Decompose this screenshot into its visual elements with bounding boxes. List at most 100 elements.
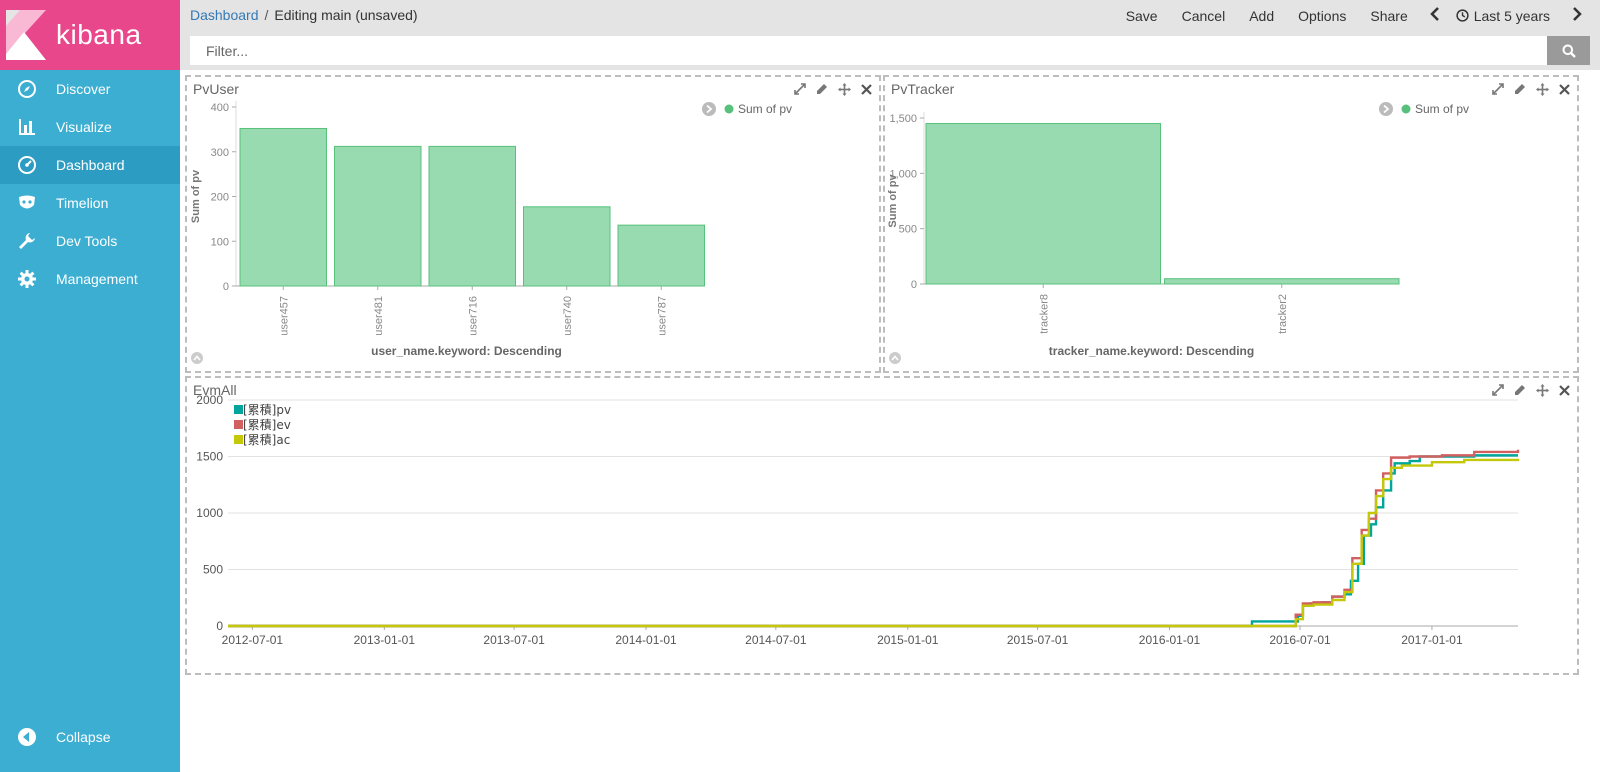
x-axis-title: user_name.keyword: Descending [371, 344, 562, 358]
time-forward-chevron-icon[interactable] [1572, 7, 1582, 24]
search-icon [1562, 44, 1576, 58]
y-tick-label: 0 [911, 279, 917, 291]
legend-label: Sum of pv [1415, 102, 1469, 116]
legend-collapse-icon[interactable] [889, 352, 901, 364]
time-picker-button[interactable]: Last 5 years [1456, 8, 1550, 24]
kibana-logo[interactable]: kibana [0, 0, 180, 70]
move-icon[interactable] [1531, 81, 1553, 97]
sidebar-item-discover[interactable]: Discover [0, 70, 180, 108]
edit-pencil-icon[interactable] [1509, 81, 1531, 97]
y-tick-label: 1500 [196, 450, 223, 464]
y-tick-label: 1,000 [889, 168, 917, 180]
legend-toggle-icon[interactable] [1379, 102, 1393, 116]
y-tick-label: 500 [203, 563, 223, 577]
legend-collapse-icon[interactable] [191, 352, 203, 364]
time-back-chevron-icon[interactable] [1429, 7, 1440, 24]
save-button[interactable]: Save [1125, 7, 1158, 24]
chevron-right-icon [706, 104, 713, 114]
options-button[interactable]: Options [1298, 7, 1347, 24]
cancel-button[interactable]: Cancel [1181, 7, 1226, 24]
series-line-2 [228, 449, 1520, 628]
search-button[interactable] [1547, 36, 1590, 65]
y-tick-label: 0 [216, 619, 223, 633]
bar [1164, 278, 1400, 285]
kibana-wordmark: kibana [56, 19, 142, 50]
x-tick-label: user481 [373, 296, 385, 336]
legend-swatch [234, 435, 243, 444]
x-tick-label: 2016-07-01 [1269, 633, 1331, 647]
panel-pvuser: 0 100 200 300 400 user457 user481 user716 user74… [185, 75, 881, 373]
sidebar-item-label: Dev Tools [56, 233, 118, 249]
bar [925, 123, 1161, 285]
y-tick-label: 300 [211, 147, 229, 159]
sidebar-item-management[interactable]: Management [0, 260, 180, 298]
pvuser-bar-chart: 0 100 200 300 400 user457 user481 user716 user74… [190, 101, 792, 364]
x-tick-label: 2012-07-01 [222, 633, 284, 647]
y-tick-label: 100 [211, 236, 229, 248]
collapse-label: Collapse [56, 729, 111, 745]
sidebar-item-label: Management [56, 271, 138, 287]
timelion-mask-icon [17, 193, 37, 213]
collapse-button[interactable]: Collapse [0, 718, 180, 756]
x-axis-title: tracker_name.keyword: Descending [1049, 344, 1254, 358]
bar-chart-icon [17, 117, 37, 137]
y-tick-label: 500 [899, 224, 917, 236]
x-tick-label: user740 [562, 296, 574, 336]
sidebar-item-label: Timelion [56, 195, 109, 211]
series-line-1 [228, 454, 1518, 628]
x-tick-label: tracker2 [1277, 294, 1289, 334]
legend-toggle-icon[interactable] [702, 102, 716, 116]
edit-pencil-icon[interactable] [1509, 382, 1531, 398]
expand-icon[interactable] [1487, 81, 1509, 97]
legend-label: Sum of pv [738, 102, 792, 116]
bar [523, 206, 611, 287]
sidebar-item-timelion[interactable]: Timelion [0, 184, 180, 222]
evmall-line-chart: 0 500 1000 1500 2000 2012-07-01 2013-01-01 2013… [196, 393, 1520, 647]
dashboard-gauge-icon [17, 155, 37, 175]
close-icon[interactable] [855, 81, 877, 97]
sidebar-item-dashboard[interactable]: Dashboard [0, 146, 180, 184]
chevron-up-icon [193, 355, 201, 361]
expand-icon[interactable] [1487, 382, 1509, 398]
y-axis-title: Sum of pv [190, 169, 202, 223]
add-button[interactable]: Add [1249, 7, 1275, 24]
y-tick-label: 2000 [196, 393, 223, 407]
x-tick-label: 2014-07-01 [745, 633, 807, 647]
sidebar: kibana Discover Visualize Dashboard Timelio… [0, 0, 180, 772]
panel-toolbar [789, 81, 877, 97]
close-icon[interactable] [1553, 382, 1575, 398]
legend-swatch [1401, 104, 1411, 114]
legend-label: [累積]pv [243, 402, 291, 417]
panel-title: PvUser [193, 81, 239, 97]
sidebar-item-visualize[interactable]: Visualize [0, 108, 180, 146]
top-menu: Save Cancel Add Options Share Last 5 yea… [1102, 7, 1582, 24]
chevron-up-icon [891, 355, 899, 361]
chevron-right-icon [1383, 104, 1390, 114]
compass-icon [17, 79, 37, 99]
move-icon[interactable] [833, 81, 855, 97]
legend: [累積]pv[累積]ev[累積]ac [234, 402, 291, 447]
breadcrumb-dashboard-link[interactable]: Dashboard [190, 7, 259, 23]
move-icon[interactable] [1531, 382, 1553, 398]
breadcrumb-current: Editing main (unsaved) [274, 7, 418, 23]
legend-label: [累積]ev [243, 417, 291, 432]
x-tick-label: 2015-01-01 [877, 633, 939, 647]
sidebar-item-dev-tools[interactable]: Dev Tools [0, 222, 180, 260]
x-tick-label: 2017-01-01 [1401, 633, 1463, 647]
breadcrumb: Dashboard / Editing main (unsaved) [190, 7, 418, 23]
share-button[interactable]: Share [1370, 7, 1408, 24]
x-tick-label: 2013-01-01 [354, 633, 416, 647]
breadcrumb-separator: / [264, 7, 269, 23]
legend: Sum of pv [1379, 102, 1469, 116]
legend-swatch [724, 104, 734, 114]
close-icon[interactable] [1553, 81, 1575, 97]
expand-icon[interactable] [789, 81, 811, 97]
filter-input[interactable] [190, 36, 1547, 65]
pvtracker-bar-chart: 0 500 1,000 1,500 tracker8 tracker2 Sum of pv t… [887, 102, 1469, 364]
x-tick-label: user787 [656, 296, 668, 336]
x-tick-label: user457 [278, 296, 290, 336]
bar [334, 145, 422, 287]
x-tick-label: 2016-01-01 [1139, 633, 1201, 647]
edit-pencil-icon[interactable] [811, 81, 833, 97]
gear-icon [17, 269, 37, 289]
